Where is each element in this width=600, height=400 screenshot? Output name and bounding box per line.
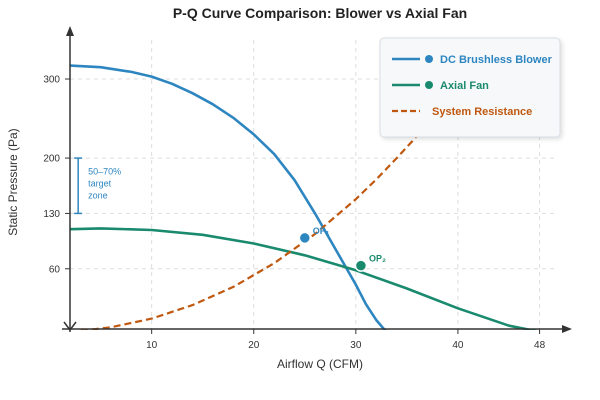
operating-point-label: OP₂ xyxy=(369,254,386,264)
series-line-1 xyxy=(70,227,538,330)
operating-points: OP₁ OP₂ xyxy=(298,226,386,272)
legend-swatch-marker xyxy=(425,81,433,89)
legend-swatch-marker xyxy=(425,55,433,63)
chart-title: P-Q Curve Comparison: Blower vs Axial Fa… xyxy=(173,5,467,21)
operating-point-label: OP₁ xyxy=(313,226,330,236)
tick-labels: 10 20 30 40 48 60 130 200 300 xyxy=(43,75,545,351)
x-tick-label: 30 xyxy=(350,340,362,351)
legend-label: Axial Fan xyxy=(440,80,489,92)
y-tick-label: 300 xyxy=(43,75,60,86)
y-tick-label: 60 xyxy=(49,264,61,275)
y-axis-label: Static Pressure (Pa) xyxy=(6,128,20,235)
x-tick-label: 40 xyxy=(452,340,464,351)
zone-label: 50–70% xyxy=(88,167,121,177)
series-line-0 xyxy=(70,64,387,330)
x-tick-label: 10 xyxy=(146,340,158,351)
x-axis-arrow xyxy=(562,325,572,333)
zone-label: zone xyxy=(88,191,108,201)
y-axis-arrow xyxy=(66,26,74,36)
y-tick-label: 200 xyxy=(43,154,60,165)
legend-box xyxy=(379,37,561,138)
zone-label: target xyxy=(88,179,112,189)
series-line-2 xyxy=(77,111,439,330)
operating-point-marker xyxy=(298,231,312,245)
series-group xyxy=(70,64,538,330)
legend-label: System Resistance xyxy=(432,106,532,118)
origin-arrow xyxy=(63,321,77,332)
x-axis-label: Airflow Q (CFM) xyxy=(277,357,363,371)
legend-label: DC Brushless Blower xyxy=(440,54,553,66)
x-tick-label: 48 xyxy=(534,340,546,351)
target-zone-annotation: 50–70% target zone xyxy=(74,157,121,215)
axes xyxy=(62,26,572,333)
y-tick-label: 130 xyxy=(43,209,60,220)
legend: DC Brushless Blower Axial Fan System Resis… xyxy=(379,37,561,138)
x-tick-label: 20 xyxy=(248,340,260,351)
operating-point-marker xyxy=(354,259,368,272)
